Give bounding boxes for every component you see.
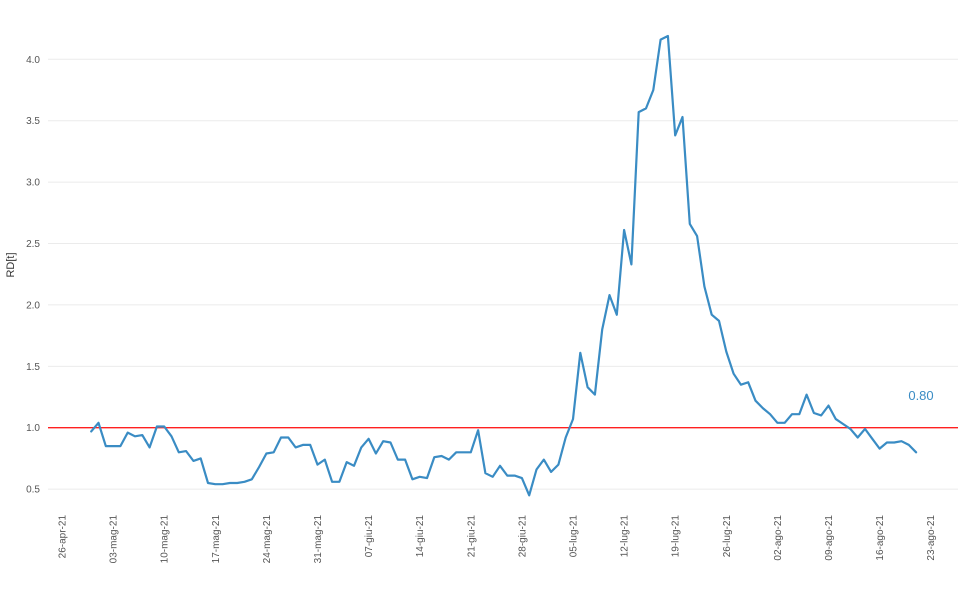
x-tick-label: 03-mag-21 [109,515,120,564]
y-tick-label: 3.5 [26,116,40,127]
y-axis-title: RD[t] [5,252,17,277]
y-axis: 0.5 1.0 1.5 2.0 2.5 3.0 3.5 4.0 [26,55,40,496]
y-tick-label: 1.5 [26,362,40,373]
y-tick-label: 3.0 [26,178,40,189]
x-tick-label: 02-ago-21 [773,515,784,561]
series-line [90,34,918,497]
x-tick-label: 23-ago-21 [926,515,937,561]
last-value-label: 0.80 [908,388,933,403]
x-tick-label: 10-mag-21 [160,515,171,564]
x-tick-label: 26-apr-21 [58,515,69,559]
x-tick-label: 17-mag-21 [211,515,222,564]
x-axis: 26-apr-21 03-mag-21 10-mag-21 17-mag-21 24-m… [58,515,938,564]
y-tick-label: 1.0 [26,423,40,434]
x-tick-label: 19-lug-21 [671,515,682,558]
x-tick-label: 24-mag-21 [262,515,273,564]
y-tick-label: 2.0 [26,300,40,311]
x-tick-label: 09-ago-21 [824,515,835,561]
y-tick-label: 4.0 [26,55,40,66]
x-tick-label: 14-giu-21 [415,515,426,558]
x-tick-label: 26-lug-21 [722,515,733,558]
x-tick-label: 12-lug-21 [620,515,631,558]
y-tick-label: 2.5 [26,239,40,250]
x-tick-label: 21-giu-21 [466,515,477,558]
y-tick-label: 0.5 [26,485,40,496]
x-tick-label: 07-giu-21 [364,515,375,558]
x-tick-label: 31-mag-21 [313,515,324,564]
x-tick-label: 28-giu-21 [517,515,528,558]
x-tick-label: 05-lug-21 [569,515,580,558]
x-tick-label: 16-ago-21 [875,515,886,561]
